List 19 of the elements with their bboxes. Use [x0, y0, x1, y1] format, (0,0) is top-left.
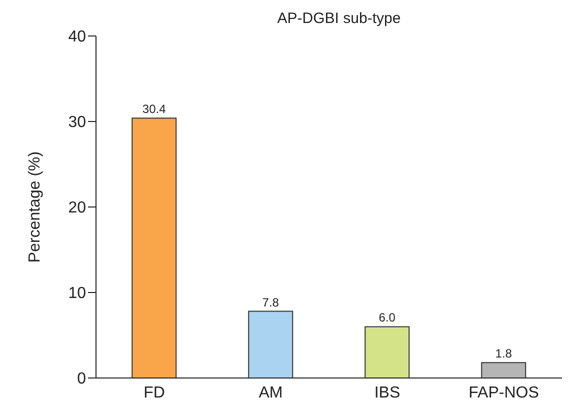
x-tick-label: AM: [258, 384, 283, 402]
y-tick-label: 10: [68, 285, 86, 302]
bar: [364, 326, 410, 378]
bar: [481, 362, 526, 378]
bar: [248, 310, 294, 378]
chart-title: AP-DGBI sub-type: [276, 10, 402, 27]
x-tick-label: FAP-NOS: [468, 384, 539, 402]
data-label: 7.8: [262, 295, 280, 310]
y-tick-label: 20: [68, 200, 86, 217]
data-label: 6.0: [378, 310, 396, 325]
y-axis-title: Percentage (%): [26, 151, 44, 263]
y-tick-label: 0: [77, 370, 86, 388]
data-label: 1.8: [495, 346, 512, 361]
x-tick-label: FD: [144, 384, 165, 402]
bar: [132, 118, 177, 378]
data-label: 30.4: [142, 102, 166, 116]
y-tick-label: 40: [68, 28, 86, 46]
x-tick-label: IBS: [374, 384, 400, 402]
y-tick-label: 30: [68, 114, 86, 132]
